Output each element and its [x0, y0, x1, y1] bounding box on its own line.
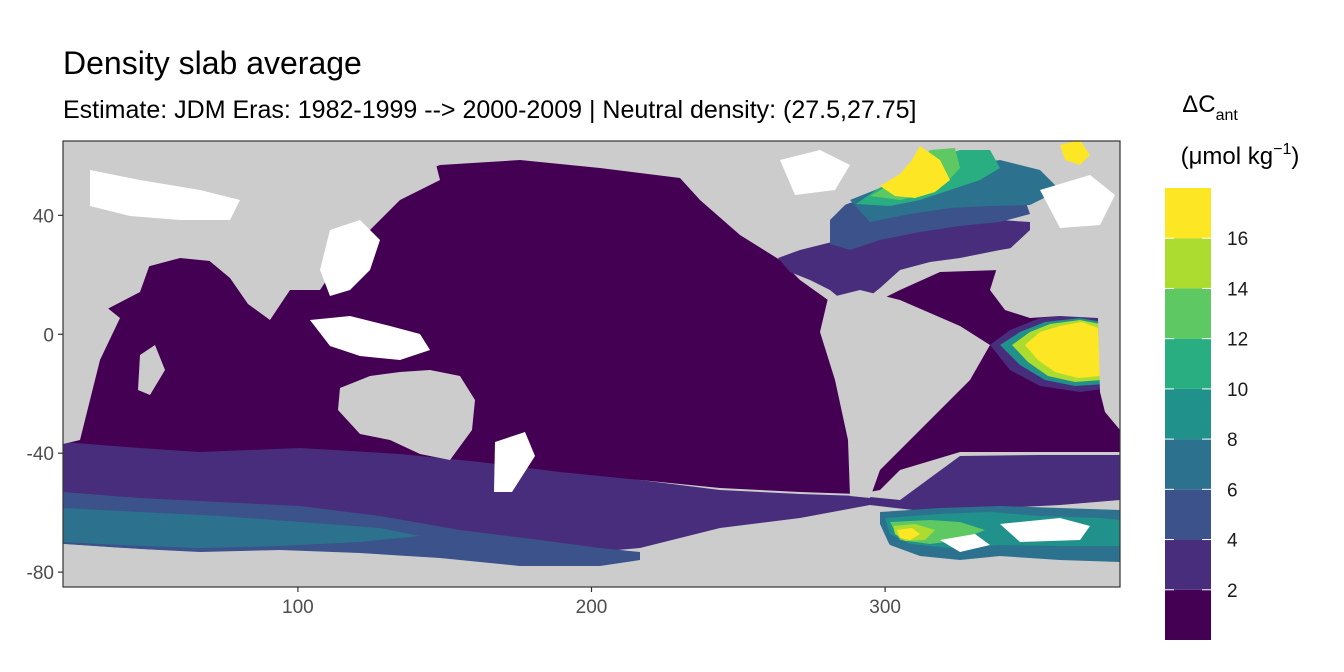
no-data-baltic [1040, 175, 1115, 228]
legend-title-main: ΔCant [1182, 91, 1238, 124]
legend-title-units: (μmol kg−1) [1181, 141, 1300, 170]
y-tick-label: -80 [27, 563, 54, 584]
legend-tick-label: 12 [1227, 330, 1248, 351]
no-data-ross-shelf [940, 534, 990, 552]
x-axis: 100 200 300 [282, 587, 901, 618]
legend-tick-label: 8 [1227, 430, 1238, 451]
north-atlantic-16-18 [880, 146, 950, 198]
legend-color-bar [1165, 188, 1211, 640]
land-antarctica [63, 524, 1120, 587]
land-south-america [820, 290, 990, 498]
y-axis: 40 0 -40 -80 [27, 206, 63, 584]
legend-tick-label: 16 [1227, 229, 1248, 250]
legend-bin [1165, 439, 1211, 490]
legend-tick-label: 10 [1227, 380, 1248, 401]
no-data-east-asia [320, 220, 380, 296]
no-data-north-pacific-rim [90, 170, 240, 220]
x-tick-label: 300 [869, 597, 901, 618]
y-tick-label: -40 [27, 444, 54, 465]
no-data-weddell-shelf [1000, 518, 1090, 542]
no-data-new-zealand [494, 432, 535, 492]
land-east-africa [63, 300, 120, 444]
legend-bin [1165, 238, 1211, 289]
legend-tick-label: 2 [1227, 581, 1238, 602]
legend: ΔCant (μmol kg−1) 2 4 6 8 10 12 14 16 [1165, 91, 1299, 640]
legend-bin [1165, 338, 1211, 389]
no-data-hudson [780, 150, 850, 195]
x-tick-label: 200 [576, 597, 608, 618]
y-tick-label: 0 [43, 325, 54, 346]
east-atlantic-core-16-18 [1025, 322, 1100, 378]
x-tick-label: 100 [282, 597, 314, 618]
no-data-indonesia [310, 316, 430, 360]
legend-tick-label: 4 [1227, 531, 1238, 552]
y-tick-label: 40 [33, 206, 54, 227]
legend-tick-label: 6 [1227, 480, 1238, 501]
north-atlantic-north-16-18 [1060, 141, 1090, 165]
legend-bin [1165, 489, 1211, 540]
legend-ticks: 2 4 6 8 10 12 14 16 [1165, 229, 1249, 602]
southern-ocean-band-6-8 [63, 508, 420, 548]
legend-bin [1165, 288, 1211, 339]
map-panel [63, 141, 1120, 587]
legend-bin [1165, 188, 1211, 239]
land-madagascar [138, 345, 165, 395]
chart-title: Density slab average [63, 45, 362, 81]
land-australia [338, 370, 475, 460]
legend-tick-label: 14 [1227, 279, 1249, 300]
north-atlantic-6-8 [850, 160, 1060, 222]
chart-subtitle: Estimate: JDM Eras: 1982-1999 --> 2000-2… [63, 96, 916, 124]
legend-bin [1165, 539, 1211, 590]
weddell-sea-16-18 [897, 528, 920, 540]
land-africa [990, 222, 1120, 430]
legend-bin [1165, 388, 1211, 440]
legend-bin [1165, 589, 1211, 640]
